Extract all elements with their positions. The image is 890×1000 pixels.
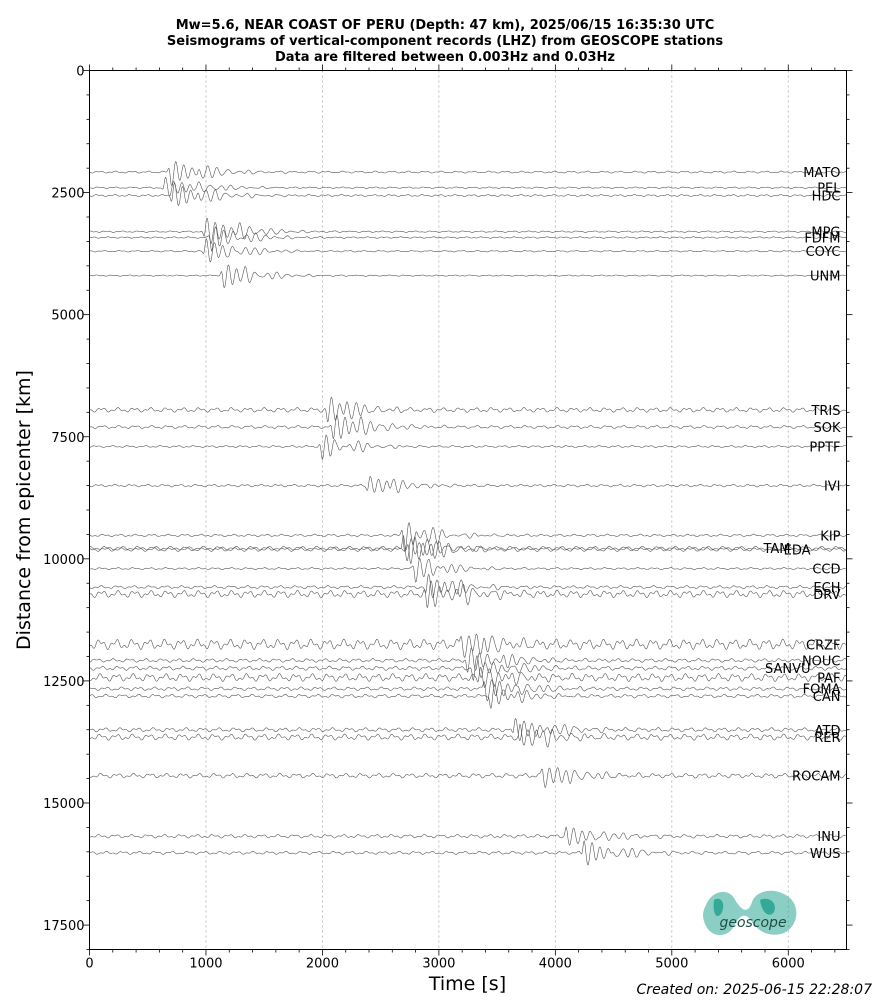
seismogram-trace [89,396,847,423]
station-label: WUS [810,847,841,862]
y-tick-label: 12500 [43,675,84,690]
y-tick-label: 17500 [43,919,84,934]
station-label: INU [817,830,840,845]
seismogram-trace [89,557,847,583]
station-label: KIP [820,529,840,544]
geoscope-logo: geoscope [703,890,797,935]
x-tick-label: 2000 [306,957,339,972]
station-label: EDA [784,544,811,559]
station-label: IVI [824,480,841,495]
seismogram-trace [89,826,847,846]
chart-title: Mw=5.6, NEAR COAST OF PERU (Depth: 47 km… [0,18,890,66]
seismogram-trace [89,840,847,866]
station-label: SOK [813,421,840,436]
station-label: CAN [813,690,841,705]
y-tick-label: 10000 [43,553,84,568]
x-tick-label: 6000 [772,957,805,972]
seismogram-trace [89,647,847,673]
y-axis-label: Distance from epicenter [km] [13,370,35,650]
station-label: COYC [806,245,841,260]
seismogram-trace [89,718,847,741]
y-tick-label: 0 [76,65,84,80]
station-label: CRZF [806,638,841,653]
y-tick-label: 5000 [51,309,84,324]
seismogram-trace [89,238,847,263]
seismogram-trace [89,684,847,709]
station-label: FOMA [803,683,841,698]
globe-icon [703,890,797,935]
x-tick-label: 0 [85,957,93,972]
title-line-2: Seismograms of vertical-component record… [166,34,724,49]
station-label: TAM [762,542,790,557]
station-label: FDFM [804,232,840,247]
created-on-label: Created on: 2025-06-15 22:28:07 [636,982,872,998]
y-tick-label: 15000 [43,797,84,812]
seismogram-trace [89,226,847,252]
seismogram-trace [89,217,847,244]
station-label: MATO [803,166,840,181]
station-label: MPG [811,226,840,241]
station-label: PAF [817,671,840,686]
seismogram-trace [89,264,847,288]
seismogram-trace [89,536,847,565]
station-label: ROCAM [792,770,840,785]
grid-lines [205,70,789,950]
title-line-1: Mw=5.6, NEAR COAST OF PERU (Depth: 47 km… [175,18,715,33]
seismogram-trace [89,522,847,553]
station-label: CCD [812,563,840,578]
x-tick-label: 1000 [189,957,222,972]
seismogram-trace [89,475,847,494]
seismogram-trace [89,573,847,599]
station-label: HDC [812,190,841,205]
station-label: TRIS [810,404,840,419]
seismogram-trace [89,434,847,461]
station-label: ECH [813,581,840,596]
title-line-3: Data are filtered between 0.003Hz and 0.… [274,50,616,65]
seismogram-trace [89,160,847,186]
seismogram-trace [89,176,847,197]
seismogram-traces [89,160,847,866]
station-label: NOUC [802,654,841,669]
seismogram-trace [89,183,847,207]
station-label: PEL [817,182,841,197]
station-label: PPTF [809,441,840,456]
seismogram-trace [89,723,847,748]
station-label: SANVU [765,662,811,677]
x-tick-label: 3000 [422,957,455,972]
seismogram-trace [89,633,847,658]
axis-ticks: 0 1000 2000 3000 4000 5000 6000 0 2500 5000 7500 10… [43,64,853,972]
seismogram-trace [89,655,847,682]
seismogram-trace [89,679,847,702]
plot-frame [89,70,847,950]
y-tick-label: 7500 [51,431,84,446]
seismogram-trace [89,534,847,562]
logo-text: geoscope [719,915,786,931]
station-label: RER [814,731,840,746]
x-axis-label: Time [s] [428,973,506,995]
y-tick-label: 2500 [51,187,84,202]
seismogram-trace [89,580,847,609]
seismogram-trace [89,767,847,788]
station-label: ATD [815,724,841,739]
x-tick-label: 4000 [539,957,572,972]
seismogram-trace [89,414,847,439]
seismogram-trace [89,666,847,689]
station-label: UNM [810,270,840,285]
continent-icon [713,898,775,916]
x-tick-label: 5000 [655,957,688,972]
station-label: DRV [813,588,840,603]
